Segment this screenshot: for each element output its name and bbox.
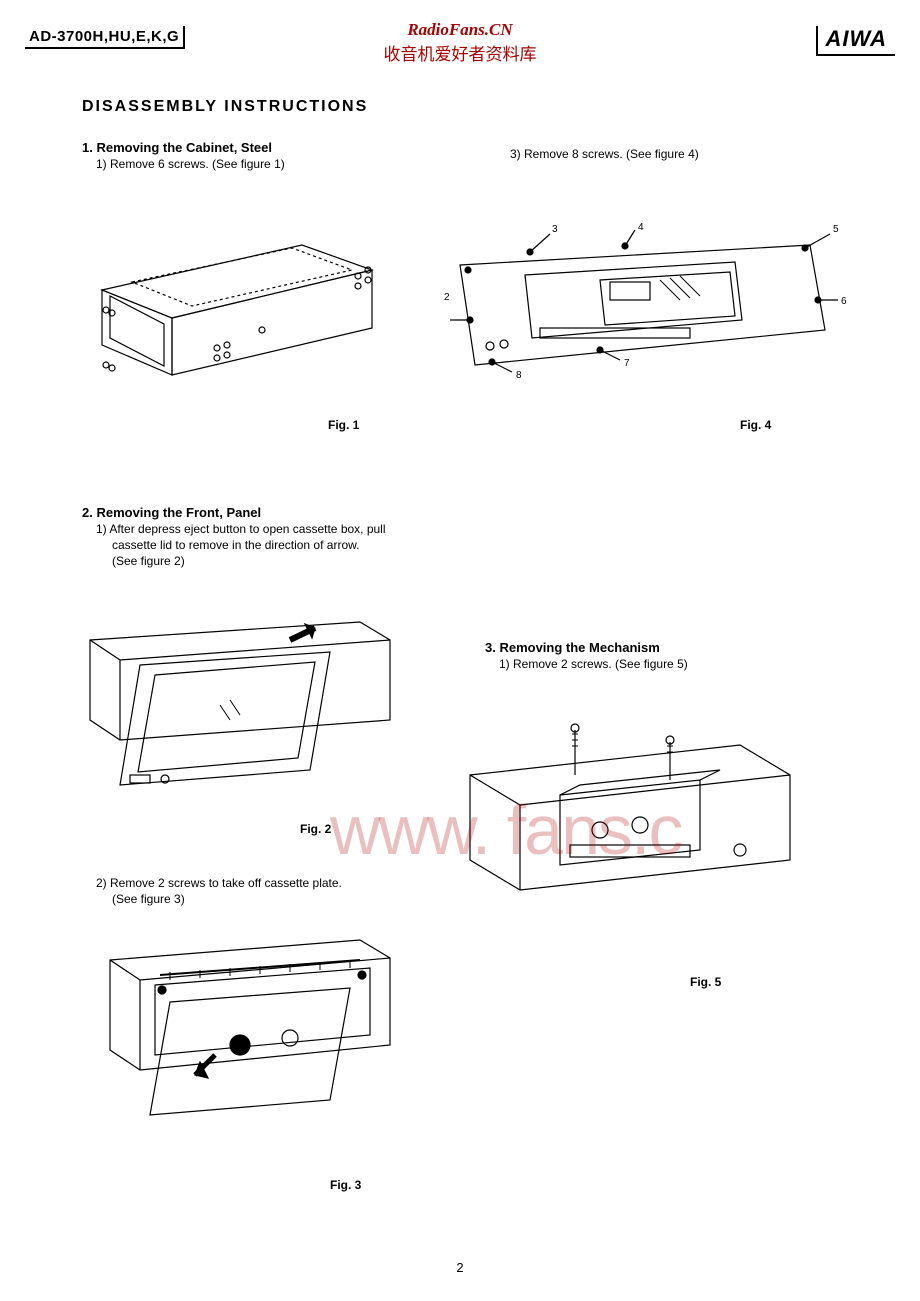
step-2-sub2: 2) Remove 2 screws to take off cassette … bbox=[96, 874, 342, 906]
callout-4: 4 bbox=[638, 222, 644, 233]
figure-3 bbox=[100, 930, 400, 1130]
figure-1 bbox=[62, 210, 392, 400]
watermark-en: RadioFans.CN bbox=[384, 20, 537, 40]
step-2-heading: 2. Removing the Front, Panel bbox=[82, 505, 386, 520]
callout-5: 5 bbox=[833, 224, 839, 235]
page-number: 2 bbox=[456, 1260, 463, 1275]
step-3-sub1: 1) Remove 2 screws. (See figure 5) bbox=[499, 657, 688, 671]
callout-8: 8 bbox=[516, 370, 522, 381]
step-2-sub2b: (See figure 3) bbox=[112, 892, 342, 906]
step-2-sub1c: (See figure 2) bbox=[112, 554, 386, 568]
watermark-top: RadioFans.CN 收音机爱好者资料库 bbox=[384, 20, 537, 65]
step-2-sub1b: cassette lid to remove in the direction … bbox=[112, 538, 386, 552]
callout-7: 7 bbox=[624, 358, 630, 369]
figure-5 bbox=[440, 700, 810, 900]
step-1-heading: 1. Removing the Cabinet, Steel bbox=[82, 140, 285, 155]
fig-3-label: Fig. 3 bbox=[330, 1178, 361, 1192]
step-3: 3. Removing the Mechanism 1) Remove 2 sc… bbox=[485, 640, 688, 671]
model-label: AD-3700H,HU,E,K,G bbox=[25, 26, 185, 49]
callout-6: 6 bbox=[841, 296, 847, 307]
figure-2 bbox=[80, 610, 400, 810]
fig-5-label: Fig. 5 bbox=[690, 975, 721, 989]
step-1-sub3: 3) Remove 8 screws. (See figure 4) bbox=[510, 145, 699, 161]
callout-3: 3 bbox=[552, 224, 558, 235]
watermark-cn: 收音机爱好者资料库 bbox=[384, 40, 537, 65]
step-1: 1. Removing the Cabinet, Steel 1) Remove… bbox=[82, 140, 285, 171]
brand-label: AIWA bbox=[816, 26, 895, 56]
callout-2: 2 bbox=[444, 292, 450, 303]
fig-2-label: Fig. 2 bbox=[300, 822, 331, 836]
step-1-sub1: 1) Remove 6 screws. (See figure 1) bbox=[96, 157, 285, 171]
step-3-heading: 3. Removing the Mechanism bbox=[485, 640, 688, 655]
fig-4-label: Fig. 4 bbox=[740, 418, 771, 432]
fig-1-label: Fig. 1 bbox=[328, 418, 359, 432]
section-title: DISASSEMBLY INSTRUCTIONS bbox=[82, 98, 368, 116]
step-2-sub1a: 1) After depress eject button to open ca… bbox=[96, 522, 386, 536]
step-2-sub2a: 2) Remove 2 screws to take off cassette … bbox=[96, 876, 342, 890]
step-2: 2. Removing the Front, Panel 1) After de… bbox=[82, 505, 386, 568]
figure-4: 2 3 4 5 6 7 8 bbox=[430, 220, 850, 390]
